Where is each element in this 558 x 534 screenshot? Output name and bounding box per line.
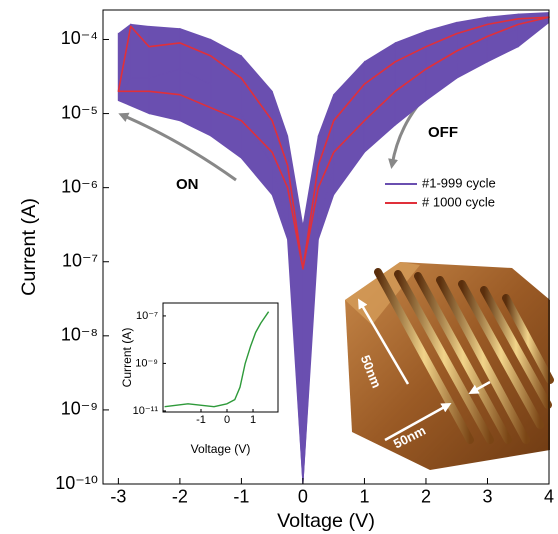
x-tick-label: 1 [250, 414, 256, 426]
annotation: ON [176, 176, 199, 193]
x-tick-label: 4 [544, 486, 554, 506]
x-tick-label: -2 [172, 486, 188, 506]
y-tick-label: 10⁻⁶ [61, 176, 98, 196]
x-axis-label: Voltage (V) [191, 442, 251, 456]
band-segment [131, 24, 149, 78]
x-tick-label: 0 [224, 414, 230, 426]
x-tick-label: 1 [359, 486, 369, 506]
x-tick-label: 2 [421, 486, 431, 506]
y-axis-label: Current (A) [120, 328, 134, 388]
annotation: OFF [428, 124, 458, 141]
band-segment [288, 136, 303, 484]
legend-label: #1-999 cycle [422, 175, 496, 190]
y-tick-label: 10⁻¹⁰ [55, 473, 98, 493]
x-tick-label: -3 [110, 486, 126, 506]
y-tick-label: 10⁻⁷ [136, 310, 158, 322]
afm-image: 50nm 50nm [345, 262, 550, 470]
y-tick-label: 10⁻⁹ [61, 399, 98, 419]
band-segment [149, 26, 180, 78]
x-tick-label: -1 [233, 486, 249, 506]
y-tick-label: 10⁻⁹ [135, 357, 158, 369]
x-tick-label: 0 [298, 486, 308, 506]
x-tick-label: 3 [482, 486, 492, 506]
plot: -1 0 1 10⁻¹¹ 10⁻⁹ 10⁻⁷ Voltage (V) Current (A) [115, 291, 286, 460]
y-tick-label: 10⁻⁴ [61, 28, 98, 48]
y-axis-label: Current (A) [18, 198, 40, 296]
y-tick-label: 10⁻⁵ [61, 102, 98, 122]
y-tick-label: 10⁻⁷ [62, 250, 98, 270]
chart: ON OFF 50nm 50nm -3 -2 -1 0 1 2 3 4 10⁻¹⁰ 10⁻⁹ 10⁻… [0, 0, 558, 534]
y-tick-label: 10⁻¹¹ [133, 405, 159, 417]
x-tick-label: -1 [196, 414, 206, 426]
x-axis-label: Voltage (V) [277, 510, 375, 532]
legend-label: # 1000 cycle [422, 194, 495, 209]
band-segment [303, 136, 318, 484]
y-tick-label: 10⁻⁸ [61, 325, 98, 345]
